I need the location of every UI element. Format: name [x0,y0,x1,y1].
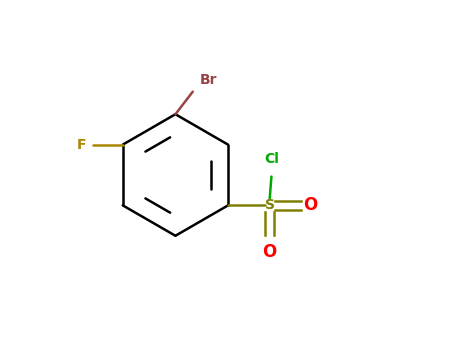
Text: O: O [263,243,277,261]
Text: O: O [303,196,318,215]
Text: S: S [265,198,275,212]
Text: Cl: Cl [264,152,279,166]
Text: F: F [77,138,86,152]
Text: Br: Br [200,72,217,86]
